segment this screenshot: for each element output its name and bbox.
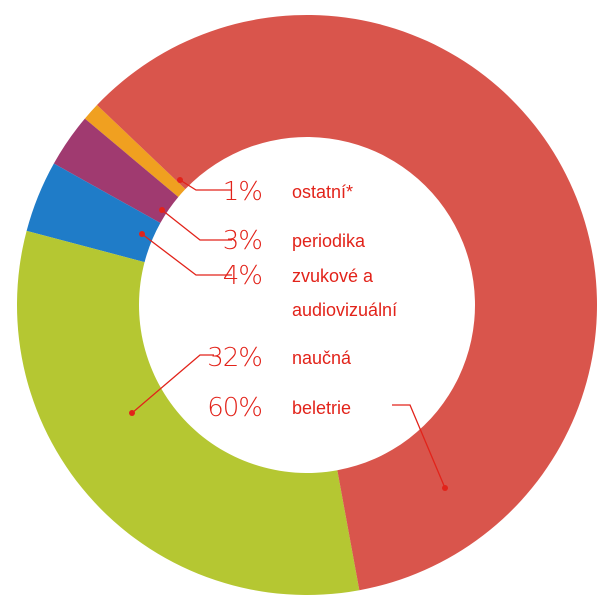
value-label: 60% [192, 394, 262, 422]
value-label: 32% [192, 344, 262, 372]
chart: 1% ostatní* 3% periodika 4% zvukové a audiovi… [0, 0, 599, 600]
value-label: 3% [192, 227, 262, 255]
value-label: 4% [192, 262, 262, 290]
value-label: 1% [192, 178, 262, 206]
category-label: ostatní* [292, 175, 432, 209]
category-label: periodika [292, 224, 432, 258]
category-label: zvukové a audiovizuální [292, 259, 412, 327]
category-label: beletrie [292, 391, 432, 425]
category-label: naučná [292, 341, 432, 375]
